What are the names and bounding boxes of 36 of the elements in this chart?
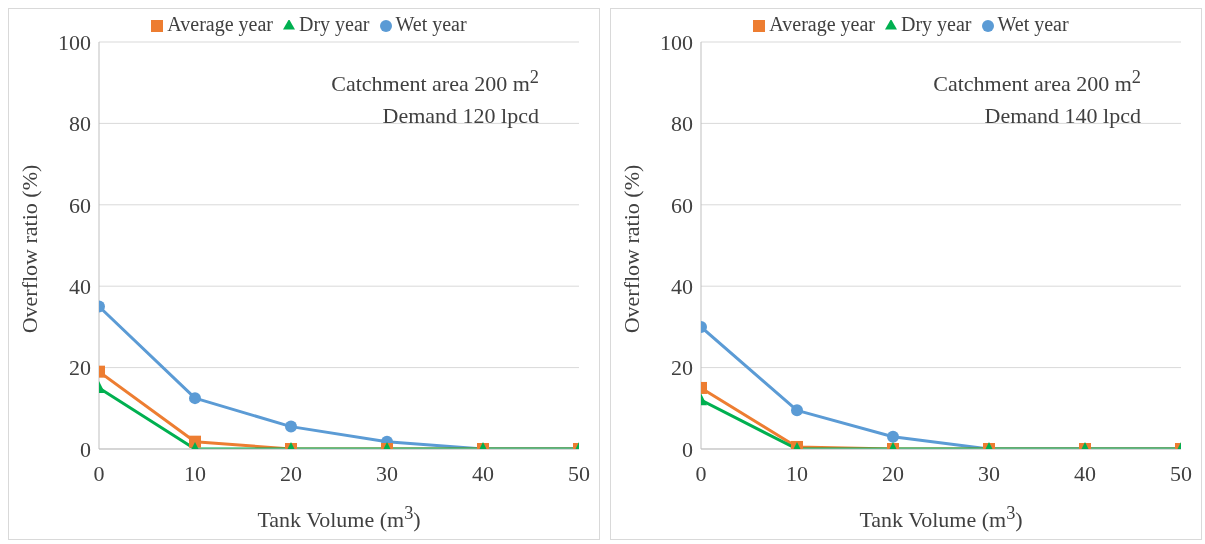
x-tick-label: 20 bbox=[882, 460, 904, 486]
y-tick-label: 80 bbox=[671, 111, 693, 137]
legend-label: Dry year bbox=[901, 13, 972, 35]
annotation: Demand 120 lpcd bbox=[381, 102, 539, 131]
x-tick-label: 50 bbox=[1170, 460, 1192, 486]
x-tick-label: 30 bbox=[978, 460, 1000, 486]
x-tick-label: 10 bbox=[786, 460, 808, 486]
y-tick-label: 20 bbox=[671, 355, 693, 381]
y-tick-label: 60 bbox=[671, 192, 693, 218]
y-tick-label: 40 bbox=[69, 274, 91, 300]
legend-label: Dry year bbox=[299, 13, 370, 35]
y-axis-title: Overflow ratio (%) bbox=[17, 164, 43, 334]
y-axis-title: Overflow ratio (%) bbox=[619, 164, 645, 334]
legend-label: Average year bbox=[167, 13, 273, 35]
x-tick-label: 30 bbox=[376, 460, 398, 486]
x-axis-title: Tank Volume (m$^{3}$) bbox=[858, 502, 1024, 533]
annotation: Catchment area 200 m$^{2}$ bbox=[331, 66, 539, 99]
x-tick-label: 20 bbox=[280, 460, 302, 486]
y-tick-label: 20 bbox=[69, 355, 91, 381]
y-tick-label: 100 bbox=[660, 29, 693, 55]
y-tick-label: 100 bbox=[58, 29, 91, 55]
annotation: Demand 140 lpcd bbox=[983, 102, 1141, 131]
legend-label: Wet year bbox=[395, 13, 467, 35]
y-tick-label: 60 bbox=[69, 192, 91, 218]
x-axis-title: Tank Volume (m$^{3}$) bbox=[256, 502, 422, 533]
x-tick-label: 50 bbox=[568, 460, 590, 486]
x-tick-label: 40 bbox=[472, 460, 494, 486]
y-tick-label: 40 bbox=[671, 274, 693, 300]
x-tick-label: 10 bbox=[184, 460, 206, 486]
y-tick-label: 0 bbox=[682, 436, 693, 462]
legend-label: Wet year bbox=[997, 13, 1069, 35]
x-tick-label: 40 bbox=[1074, 460, 1096, 486]
annotation: Catchment area 200 m$^{2}$ bbox=[933, 66, 1141, 99]
y-tick-label: 80 bbox=[69, 111, 91, 137]
legend-label: Average year bbox=[769, 13, 875, 35]
y-tick-label: 0 bbox=[80, 436, 91, 462]
